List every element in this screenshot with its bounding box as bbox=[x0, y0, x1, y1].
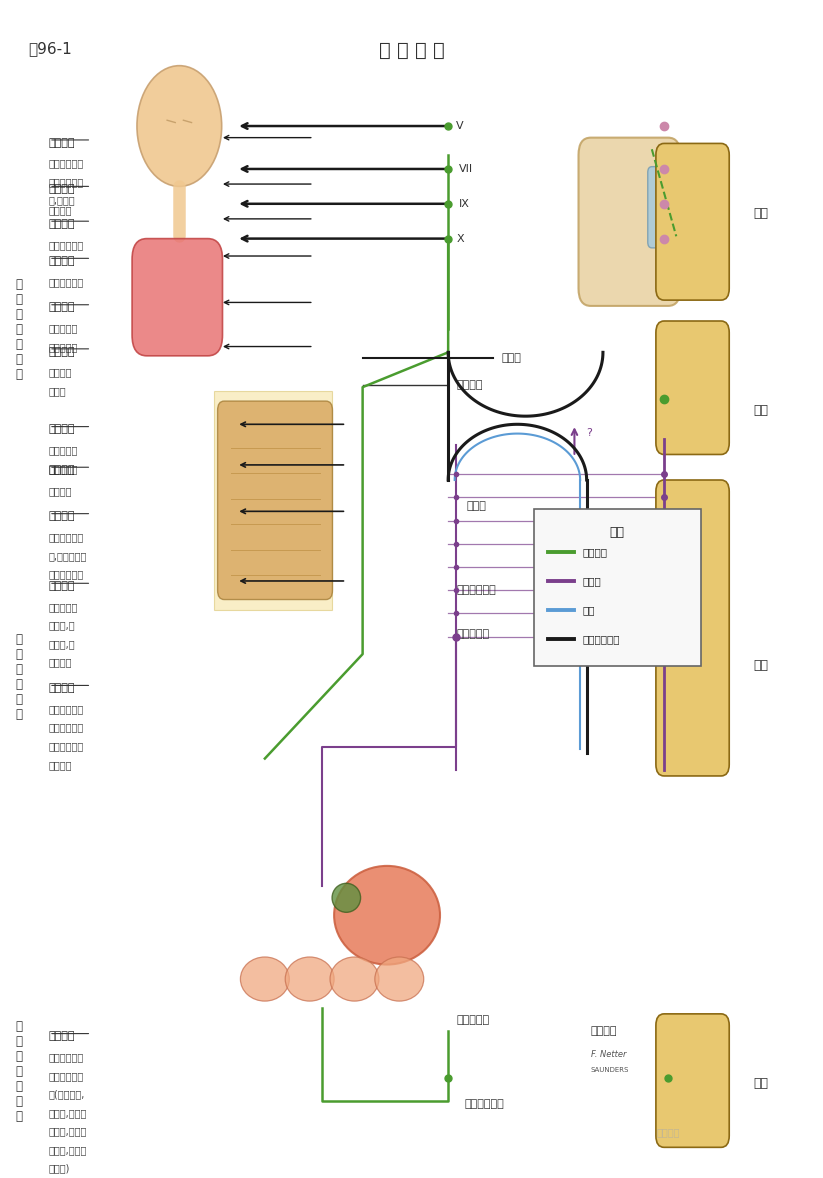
Ellipse shape bbox=[332, 884, 360, 912]
Ellipse shape bbox=[334, 866, 440, 965]
Text: 通
过
交
感
神
经: 通 过 交 感 神 经 bbox=[16, 634, 22, 721]
Text: 内脏血管: 内脏血管 bbox=[49, 219, 76, 229]
Text: 通
过
副
交
感
神
经: 通 过 副 交 感 神 经 bbox=[16, 1020, 22, 1124]
Text: 节段出汗: 节段出汗 bbox=[49, 485, 72, 496]
Text: 内脏感觉: 内脏感觉 bbox=[49, 138, 76, 147]
Text: 交感神经节干: 交感神经节干 bbox=[456, 585, 496, 595]
Text: 内脏感觉: 内脏感觉 bbox=[49, 424, 76, 435]
Text: 运动改变: 运动改变 bbox=[49, 760, 72, 769]
Text: 图例: 图例 bbox=[610, 527, 625, 540]
Text: 相对应的皮: 相对应的皮 bbox=[49, 445, 78, 455]
Text: V: V bbox=[456, 121, 464, 131]
Text: 心率或心脏: 心率或心脏 bbox=[49, 323, 78, 333]
FancyBboxPatch shape bbox=[217, 401, 332, 600]
Text: 适,或头痛: 适,或头痛 bbox=[49, 196, 76, 206]
Text: F. Netter: F. Netter bbox=[591, 1050, 626, 1059]
FancyBboxPatch shape bbox=[214, 391, 332, 610]
Text: 内脏内脏: 内脏内脏 bbox=[49, 303, 76, 312]
Text: 膈神经: 膈神经 bbox=[501, 353, 521, 363]
Text: 肉僵直,头: 肉僵直,头 bbox=[49, 621, 76, 630]
Circle shape bbox=[137, 66, 221, 186]
Text: 内脏内脏: 内脏内脏 bbox=[49, 1031, 76, 1041]
Text: 咽喉部紧缩感: 咽喉部紧缩感 bbox=[49, 277, 84, 287]
Text: 延髓: 延髓 bbox=[754, 206, 769, 219]
FancyBboxPatch shape bbox=[656, 320, 729, 455]
FancyBboxPatch shape bbox=[579, 138, 681, 306]
Text: 颈髓: 颈髓 bbox=[754, 404, 769, 417]
Ellipse shape bbox=[240, 957, 290, 1001]
Text: 膈肌收缩: 膈肌收缩 bbox=[49, 368, 72, 377]
Text: 副交感的: 副交感的 bbox=[583, 547, 607, 557]
Text: 皮肤划痕现象: 皮肤划痕现象 bbox=[49, 569, 84, 580]
Text: X: X bbox=[456, 233, 464, 244]
Text: 变(胃－回肠,: 变(胃－回肠, bbox=[49, 1090, 86, 1099]
Text: 相应或相关脊: 相应或相关脊 bbox=[49, 704, 84, 714]
FancyBboxPatch shape bbox=[656, 1014, 729, 1147]
Text: 椎前神经节: 椎前神经节 bbox=[456, 629, 490, 640]
Text: 肠回肠,十二指: 肠回肠,十二指 bbox=[49, 1126, 87, 1137]
Text: ?: ? bbox=[586, 428, 592, 438]
Text: 内脏腺体: 内脏腺体 bbox=[49, 184, 76, 194]
Text: 鸡皮疙瘩: 鸡皮疙瘩 bbox=[49, 657, 72, 668]
Text: 和呕吐: 和呕吐 bbox=[49, 386, 67, 396]
Text: 其他脊髓节段: 其他脊髓节段 bbox=[49, 1052, 84, 1063]
Text: 模糊的感觉头: 模糊的感觉头 bbox=[49, 159, 84, 168]
Text: 内脏血管: 内脏血管 bbox=[49, 511, 76, 522]
Text: 内脏内脏: 内脏内脏 bbox=[49, 683, 76, 693]
Text: 髓节段的器官: 髓节段的器官 bbox=[49, 722, 84, 733]
Text: 交感的: 交感的 bbox=[583, 576, 602, 585]
FancyBboxPatch shape bbox=[533, 509, 700, 666]
FancyBboxPatch shape bbox=[132, 239, 222, 356]
Text: 传入和连接体: 传入和连接体 bbox=[583, 634, 620, 644]
Text: 盆腔内脏神经: 盆腔内脏神经 bbox=[464, 1099, 504, 1110]
Text: 发直立,起: 发直立,起 bbox=[49, 638, 76, 649]
Text: SAUNDERS: SAUNDERS bbox=[591, 1066, 629, 1073]
Text: 图96-1: 图96-1 bbox=[29, 41, 72, 57]
Text: 腺体血管扩张: 腺体血管扩张 bbox=[49, 240, 84, 250]
Text: 肤痛觉过敏: 肤痛觉过敏 bbox=[49, 464, 78, 474]
Text: 脊神经: 脊神经 bbox=[467, 501, 486, 510]
Text: 反射等): 反射等) bbox=[49, 1164, 70, 1173]
Text: 胃结肠,十二指: 胃结肠,十二指 bbox=[49, 1107, 87, 1118]
Text: 熊猫放射: 熊猫放射 bbox=[657, 1127, 680, 1137]
Text: 的内脏运动改: 的内脏运动改 bbox=[49, 1071, 84, 1080]
Text: 反射起始: 反射起始 bbox=[591, 1026, 617, 1037]
Text: 内脏腺体: 内脏腺体 bbox=[49, 465, 76, 475]
FancyBboxPatch shape bbox=[656, 144, 729, 300]
Text: 分泌唾液: 分泌唾液 bbox=[49, 205, 72, 214]
Text: 内脏肌肉: 内脏肌肉 bbox=[49, 581, 76, 591]
Text: 胸髓: 胸髓 bbox=[754, 660, 769, 673]
Text: 骶髓: 骶髓 bbox=[754, 1077, 769, 1090]
Ellipse shape bbox=[286, 957, 334, 1001]
Text: 阶段性血管扩: 阶段性血管扩 bbox=[49, 532, 84, 542]
Text: IX: IX bbox=[458, 199, 470, 209]
Text: 内脏肌肉: 内脏肌肉 bbox=[49, 346, 76, 357]
Text: 分泌、紧张或: 分泌、紧张或 bbox=[49, 741, 84, 752]
FancyBboxPatch shape bbox=[648, 166, 685, 247]
Text: 迷走神经: 迷走神经 bbox=[456, 379, 483, 390]
FancyBboxPatch shape bbox=[656, 479, 729, 776]
Text: 体的: 体的 bbox=[583, 605, 595, 615]
Text: 张,皮肤发热、: 张,皮肤发热、 bbox=[49, 551, 87, 561]
Text: 内源性通路: 内源性通路 bbox=[456, 1014, 490, 1025]
Text: 节律的改变: 节律的改变 bbox=[49, 342, 78, 352]
Text: 肠结肠,阑尾胃: 肠结肠,阑尾胃 bbox=[49, 1145, 87, 1154]
Text: 部或牙齿的不: 部或牙齿的不 bbox=[49, 177, 84, 187]
Text: 相应节段肌: 相应节段肌 bbox=[49, 602, 78, 611]
Ellipse shape bbox=[374, 957, 424, 1001]
Text: 内 脏 反 射: 内 脏 反 射 bbox=[379, 41, 444, 60]
Text: 内脏肌肉: 内脏肌肉 bbox=[49, 256, 76, 266]
Text: VII: VII bbox=[458, 164, 473, 174]
Ellipse shape bbox=[330, 957, 379, 1001]
Text: 通
过
副
交
感
神
经: 通 过 副 交 感 神 经 bbox=[16, 278, 22, 380]
